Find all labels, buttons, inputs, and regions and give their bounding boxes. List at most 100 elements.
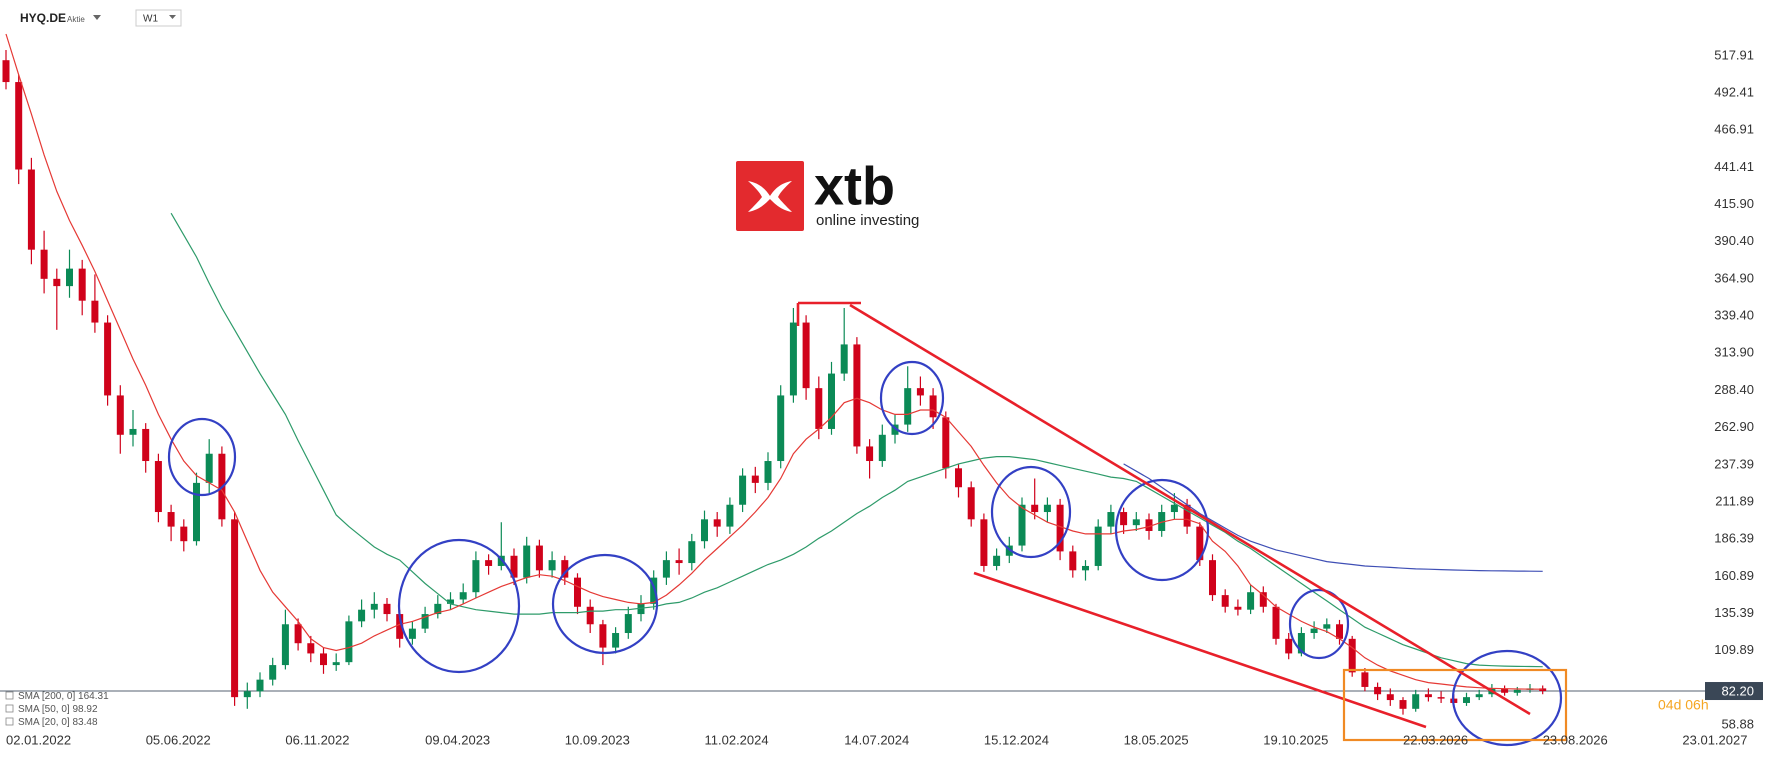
candle-body <box>1145 519 1153 531</box>
candle-body <box>1018 504 1026 546</box>
candle-body <box>1183 504 1191 527</box>
candle-body <box>980 519 988 566</box>
candle-body <box>535 545 543 571</box>
candle-body <box>66 268 73 287</box>
candle-body <box>1234 606 1242 610</box>
x-tick-label: 15.12.2024 <box>984 732 1049 747</box>
candle-body <box>561 560 569 578</box>
candle-body <box>1196 526 1204 561</box>
candle-body <box>853 344 861 447</box>
candle-body <box>15 82 23 170</box>
candle-body <box>256 679 264 692</box>
candle-body <box>942 417 950 469</box>
y-tick-label: 109.89 <box>1714 642 1754 657</box>
candle-body <box>1424 694 1432 698</box>
annotations <box>167 301 1568 747</box>
legend-icon <box>5 717 14 726</box>
candle-body <box>1221 595 1229 607</box>
interval[interactable]: W1 <box>143 14 158 25</box>
candle-body <box>1412 694 1420 709</box>
circle-annotation <box>879 360 945 436</box>
candle-body <box>167 512 175 527</box>
candle-body <box>269 665 277 680</box>
candle-body <box>675 560 683 564</box>
candle-body <box>472 560 480 593</box>
candle-body <box>1336 624 1343 639</box>
candle-body <box>624 614 632 634</box>
candle-body <box>345 621 353 663</box>
candle-body <box>726 504 734 527</box>
candle-body <box>485 560 493 566</box>
candle-body <box>358 609 366 622</box>
plot <box>0 33 1705 715</box>
candle-body <box>294 624 302 644</box>
candle-body <box>1120 512 1128 526</box>
dropdown-arrow[interactable] <box>93 15 101 20</box>
candle-body <box>955 468 962 488</box>
candle-body <box>523 545 531 578</box>
legend-value: 98.92 <box>72 704 97 715</box>
candle-body <box>307 643 315 654</box>
legend-value: 83.48 <box>72 717 97 728</box>
candle-body <box>1094 526 1102 566</box>
candle-body <box>180 526 188 542</box>
legend-value: 164.31 <box>78 691 109 702</box>
candle-body <box>650 577 658 604</box>
candle-body <box>408 628 416 639</box>
y-tick-label: 288.40 <box>1714 382 1754 397</box>
x-tick-label: 05.06.2022 <box>146 732 211 747</box>
candle-body <box>459 592 467 600</box>
y-tick-label: 339.40 <box>1714 308 1754 323</box>
candle-body <box>612 633 620 648</box>
symbol[interactable]: HYQ.DE <box>20 11 66 25</box>
sma-line <box>170 212 1543 668</box>
y-tick-label: 135.39 <box>1714 605 1754 620</box>
candle-body <box>1209 560 1216 596</box>
candle-body <box>1437 697 1445 699</box>
candle-body <box>1399 700 1407 709</box>
candle-body <box>802 322 810 389</box>
legend-icon <box>5 691 14 700</box>
logo-brand: xtb <box>814 156 895 216</box>
x-tick-label: 23.01.2027 <box>1682 732 1747 747</box>
candle-body <box>574 577 581 607</box>
candle-body <box>1501 688 1509 693</box>
candle-body <box>497 555 505 566</box>
last-price-box <box>1705 682 1763 701</box>
candle-body <box>1323 624 1331 629</box>
candle-body <box>27 169 35 250</box>
x-tick-label: 23.08.2026 <box>1543 732 1608 747</box>
candle-body <box>662 560 670 578</box>
candle-body <box>1107 512 1115 527</box>
candle-body <box>1272 606 1280 639</box>
interval-box[interactable] <box>135 9 182 27</box>
y-tick-label: 313.90 <box>1714 345 1754 360</box>
circle-annotation <box>1451 649 1563 747</box>
candle-body <box>739 475 747 505</box>
y-tick-label: 466.91 <box>1714 122 1754 137</box>
candle-body <box>205 453 213 483</box>
dropdown-arrow[interactable] <box>169 15 176 19</box>
countdown: 04d 06h <box>1658 697 1709 713</box>
instrument-type: Aktie <box>67 15 85 24</box>
x-tick-label: 11.02.2024 <box>705 732 769 747</box>
x-tick-label: 06.11.2022 <box>285 732 349 747</box>
candle-body <box>421 614 429 629</box>
y-tick-label: 237.39 <box>1714 456 1754 471</box>
circle-annotation <box>1114 478 1210 582</box>
candle-body <box>688 541 696 564</box>
circle-annotation <box>1288 588 1350 660</box>
candle-body <box>1348 638 1356 673</box>
candle-body <box>828 373 835 429</box>
candle-body <box>129 428 137 435</box>
header: HYQ.DE Aktie W1 <box>20 9 182 27</box>
circle-annotation <box>551 553 659 655</box>
candle-body <box>878 434 886 462</box>
candle-body <box>2 60 10 83</box>
candle-body <box>1259 592 1267 607</box>
candle-body <box>396 614 404 639</box>
candle-body <box>193 482 200 542</box>
candle-body <box>1285 638 1293 654</box>
